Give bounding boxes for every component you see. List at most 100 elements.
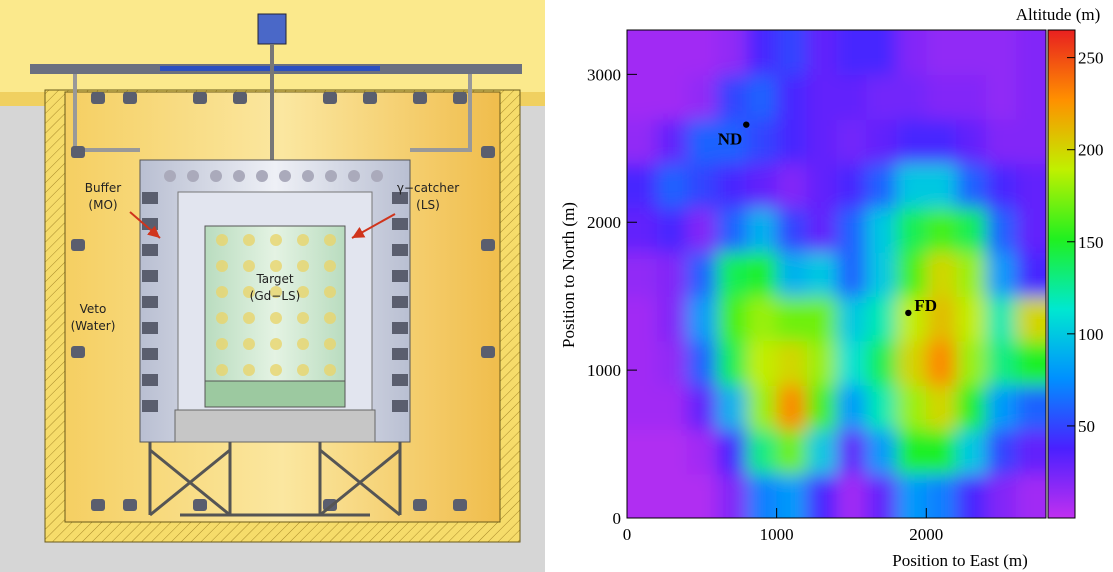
heat-cell: [747, 296, 778, 341]
heat-cell: [687, 74, 718, 119]
heat-cell: [807, 296, 838, 341]
heat-cell: [986, 296, 1017, 341]
chimney-box: [258, 14, 286, 44]
pmt: [392, 296, 408, 308]
heat-cell: [896, 207, 927, 252]
heat-cell: [926, 252, 957, 297]
heat-cell: [687, 119, 718, 164]
pmt: [392, 374, 408, 386]
pmt: [297, 260, 309, 272]
pmt: [453, 92, 467, 104]
y-tick-label: 2000: [587, 213, 621, 232]
heat-cell: [777, 385, 808, 430]
pmt: [91, 92, 105, 104]
pmt: [243, 338, 255, 350]
heat-cell: [717, 474, 748, 544]
heat-cell: [807, 385, 838, 430]
pmt: [243, 364, 255, 376]
pmt: [243, 312, 255, 324]
heat-cell: [896, 429, 927, 474]
target-vessel: [205, 226, 345, 381]
pmt: [324, 312, 336, 324]
heat-cell: [747, 341, 778, 386]
heat-cell: [986, 119, 1017, 164]
heat-cell: [807, 119, 838, 164]
colorbar-tick-label: 150: [1078, 233, 1104, 252]
pmt: [324, 260, 336, 272]
heat-cell: [896, 5, 927, 75]
heat-cell: [956, 207, 987, 252]
heat-cell: [807, 5, 838, 75]
heat-cell: [747, 252, 778, 297]
pmt: [233, 170, 245, 182]
heat-cell: [657, 119, 688, 164]
pmt: [324, 286, 336, 298]
heat-cell: [717, 296, 748, 341]
pmt: [324, 234, 336, 246]
pmt: [392, 348, 408, 360]
pmt: [392, 400, 408, 412]
pmt: [216, 234, 228, 246]
heat-cell: [657, 163, 688, 208]
x-tick-label: 0: [623, 525, 632, 544]
pmt: [392, 244, 408, 256]
heat-cell: [896, 341, 927, 386]
heat-cell: [896, 119, 927, 164]
heat-cell: [926, 429, 957, 474]
pmt: [297, 338, 309, 350]
heat-cell: [837, 163, 868, 208]
heat-cell: [717, 385, 748, 430]
target-base: [205, 381, 345, 407]
pmt: [123, 499, 137, 511]
pmt: [71, 346, 85, 358]
y-tick-label: 3000: [587, 65, 621, 84]
site-point: [905, 310, 911, 316]
colorbar: [1048, 30, 1075, 518]
heat-cell: [807, 74, 838, 119]
pmt: [392, 270, 408, 282]
pmt: [453, 499, 467, 511]
heat-cell: [777, 74, 808, 119]
heat-cell: [956, 74, 987, 119]
site-label: ND: [718, 130, 743, 149]
heat-cell: [657, 474, 688, 544]
heat-cell: [986, 385, 1017, 430]
heat-cell: [956, 119, 987, 164]
heat-cell: [687, 252, 718, 297]
heat-cell: [896, 252, 927, 297]
heat-cell: [777, 341, 808, 386]
heat-cell: [866, 119, 897, 164]
heat-cell: [602, 163, 658, 208]
pmt: [193, 92, 207, 104]
heat-cell: [986, 341, 1017, 386]
pmt: [270, 338, 282, 350]
pmt: [216, 338, 228, 350]
y-tick-label: 1000: [587, 361, 621, 380]
heat-cell: [926, 119, 957, 164]
pmt: [324, 338, 336, 350]
diagram-label: γ−catcher: [397, 181, 459, 195]
heat-cell: [687, 5, 718, 75]
diagram-label: Veto: [80, 302, 107, 316]
pmt: [142, 270, 158, 282]
pmt: [270, 312, 282, 324]
heat-cell: [866, 252, 897, 297]
heat-cell: [837, 474, 868, 544]
x-axis-label: Position to East (m): [892, 551, 1028, 570]
pmt: [324, 364, 336, 376]
heat-cell: [956, 474, 987, 544]
heat-cell: [717, 207, 748, 252]
bottom-shield: [175, 410, 375, 442]
pmt: [71, 146, 85, 158]
diagram-label: Target: [255, 272, 293, 286]
heat-cell: [926, 163, 957, 208]
pmt: [256, 170, 268, 182]
pmt: [243, 234, 255, 246]
y-axis-label: Position to North (m): [559, 202, 578, 348]
heat-cell: [717, 5, 748, 75]
heat-cell: [926, 341, 957, 386]
pmt: [142, 400, 158, 412]
heat-cell: [866, 474, 897, 544]
pmt: [270, 364, 282, 376]
pmt: [71, 239, 85, 251]
